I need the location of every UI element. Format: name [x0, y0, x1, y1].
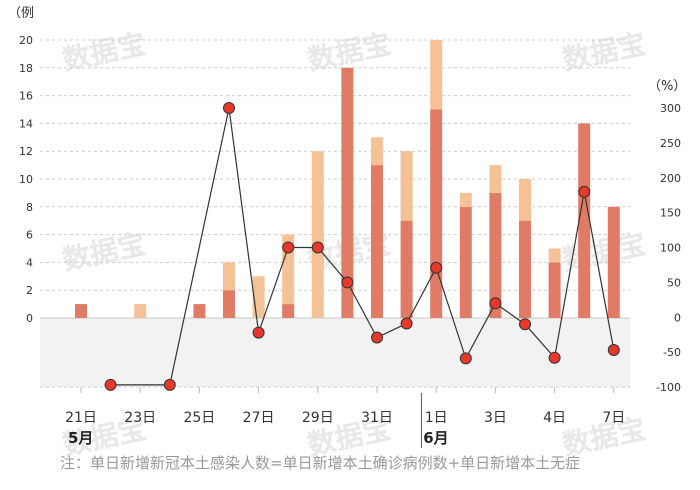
x-axis-label: 4日 [543, 410, 566, 426]
left-axis-tick-label: 8 [26, 201, 33, 214]
bar-segment-primary [578, 123, 591, 319]
right-axis-unit-label: （%） [648, 79, 686, 94]
growth-rate-point [252, 326, 265, 339]
left-axis-tick-label: 14 [19, 117, 33, 130]
left-axis-tick-label: 10 [19, 173, 33, 186]
left-axis-tick-label: 16 [19, 90, 33, 103]
bar-segment-primary [430, 109, 443, 318]
growth-rate-point [371, 331, 383, 344]
bar-segment-primary [607, 206, 620, 318]
left-axis-tick-label: 2 [26, 284, 33, 297]
negative-region-band [40, 318, 630, 387]
bar-segment-primary [282, 304, 295, 318]
right-axis-tick-label: 0 [674, 311, 681, 324]
bar-segment-primary [459, 206, 472, 318]
x-axis-label: 27日 [243, 410, 275, 426]
growth-rate-point [548, 351, 561, 364]
right-axis-tick-label: 250 [660, 137, 681, 150]
bar-segment-primary [223, 290, 235, 318]
bar-segment-secondary [519, 179, 531, 221]
bar-segment-secondary [548, 248, 561, 263]
growth-rate-point [163, 378, 176, 391]
right-axis-tick-label: -100 [656, 381, 681, 394]
bar-segment-secondary [311, 151, 324, 318]
bar-segment-primary [519, 220, 531, 318]
growth-rate-point [104, 378, 117, 391]
bar-segment-secondary [489, 165, 502, 193]
right-axis-tick-label: 50 [667, 276, 681, 289]
bar-segment-primary [548, 262, 561, 318]
x-axis: 21日 23日 25日 27日 29日 31日 1日 3日 4日 7日 5月 6月 [65, 387, 625, 448]
right-axis-tick-label: 300 [660, 102, 681, 115]
growth-rate-point [578, 185, 591, 198]
bar-segment-secondary [134, 304, 147, 318]
x-axis-label: 25日 [183, 410, 215, 426]
footnote: 注：单日新增新冠本土感染人数=单日新增本土确诊病例数+单日新增本土无症 [60, 454, 581, 472]
x-axis-label: 31日 [361, 410, 393, 426]
left-axis-unit-label: （例 [8, 6, 34, 21]
growth-rate-point [311, 241, 324, 254]
right-axis-tick-label: 100 [660, 242, 681, 255]
left-axis-tick-label: 4 [26, 256, 33, 269]
bar-segment-primary [75, 304, 87, 318]
bar-segment-secondary [223, 262, 235, 291]
month-label: 5月 [68, 429, 93, 447]
right-axis: （%） 300 250 200 150 100 50 0 -50 -100 [648, 79, 686, 394]
bar-segment-secondary [371, 137, 383, 166]
x-axis-label: 1日 [425, 410, 448, 426]
x-axis-label: 29日 [302, 410, 334, 426]
right-axis-tick-label: -50 [663, 346, 681, 359]
x-axis-label: 7日 [602, 410, 625, 426]
growth-rate-line [104, 102, 620, 391]
growth-rate-point [341, 276, 354, 289]
watermark-layer: 数据宝数据宝数据宝数据宝数据宝数据宝数据宝数据宝数据宝 [60, 27, 649, 462]
x-axis-label: 23日 [124, 410, 156, 426]
growth-rate-point [489, 297, 502, 310]
right-axis-tick-label: 200 [660, 172, 681, 185]
month-label: 6月 [423, 429, 448, 447]
gridlines [40, 39, 630, 388]
left-axis-tick-label: 20 [19, 34, 33, 47]
bar-segment-secondary [400, 151, 413, 221]
watermark-text: 数据宝 [560, 27, 649, 77]
growth-rate-point [607, 344, 620, 357]
bar-segment-primary [489, 192, 502, 318]
bar-segment-primary [371, 165, 383, 318]
bar-segment-primary [341, 67, 354, 318]
growth-rate-point [459, 352, 472, 365]
bar-segment-secondary [459, 192, 472, 207]
watermark-text: 数据宝 [60, 27, 149, 77]
x-axis-label: 3日 [484, 410, 507, 426]
growth-rate-point [519, 318, 531, 331]
left-axis-tick-label: 6 [26, 229, 33, 242]
growth-rate-point [282, 241, 295, 254]
left-axis-tick-label: 0 [26, 312, 33, 325]
growth-rate-point [430, 261, 443, 274]
bar-segment-primary [193, 304, 206, 318]
x-axis-label: 21日 [65, 410, 97, 426]
left-axis-tick-label: 12 [19, 145, 33, 158]
right-axis-tick-label: 150 [660, 207, 681, 220]
growth-rate-polyline [110, 107, 615, 386]
growth-rate-point [400, 317, 413, 330]
bar-segment-primary [400, 220, 413, 318]
growth-rate-point [223, 102, 235, 114]
bar-segment-secondary [430, 40, 443, 110]
left-axis-tick-label: 18 [19, 62, 33, 75]
